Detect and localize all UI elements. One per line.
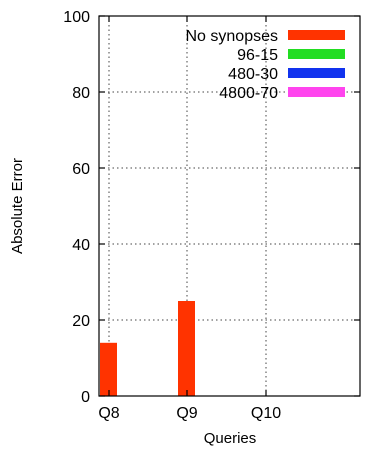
axis-ticks — [99, 15, 360, 397]
y-tick-label: 20 — [72, 313, 90, 330]
legend-label: No synopses — [186, 28, 279, 45]
x-axis-label: Queries — [204, 430, 257, 447]
y-tick-label: 0 — [81, 389, 90, 406]
legend-swatch — [288, 30, 345, 40]
y-tick-label: 60 — [72, 161, 90, 178]
plot-frame — [98, 15, 361, 397]
tick-labels: 0 20 40 60 80 100 Q8 Q9 Q10 — [63, 9, 281, 422]
x-tick-label: Q9 — [176, 405, 197, 422]
legend-swatch — [288, 87, 345, 97]
y-tick-label: 80 — [72, 85, 90, 102]
y-axis-label: Absolute Error — [9, 158, 26, 254]
legend-swatch — [288, 68, 345, 78]
legend-label: 4800-70 — [219, 85, 278, 102]
x-tick-label: Q10 — [251, 405, 281, 422]
legend-label: 480-30 — [228, 66, 278, 83]
bars — [100, 301, 195, 396]
y-tick-label: 100 — [63, 9, 90, 26]
bar — [178, 301, 195, 396]
legend: No synopses 96-15 480-30 4800-70 — [186, 28, 345, 102]
legend-label: 96-15 — [237, 47, 278, 64]
y-tick-label: 40 — [72, 237, 90, 254]
legend-swatch — [288, 49, 345, 59]
x-tick-label: Q8 — [98, 405, 119, 422]
bar — [100, 342, 117, 396]
